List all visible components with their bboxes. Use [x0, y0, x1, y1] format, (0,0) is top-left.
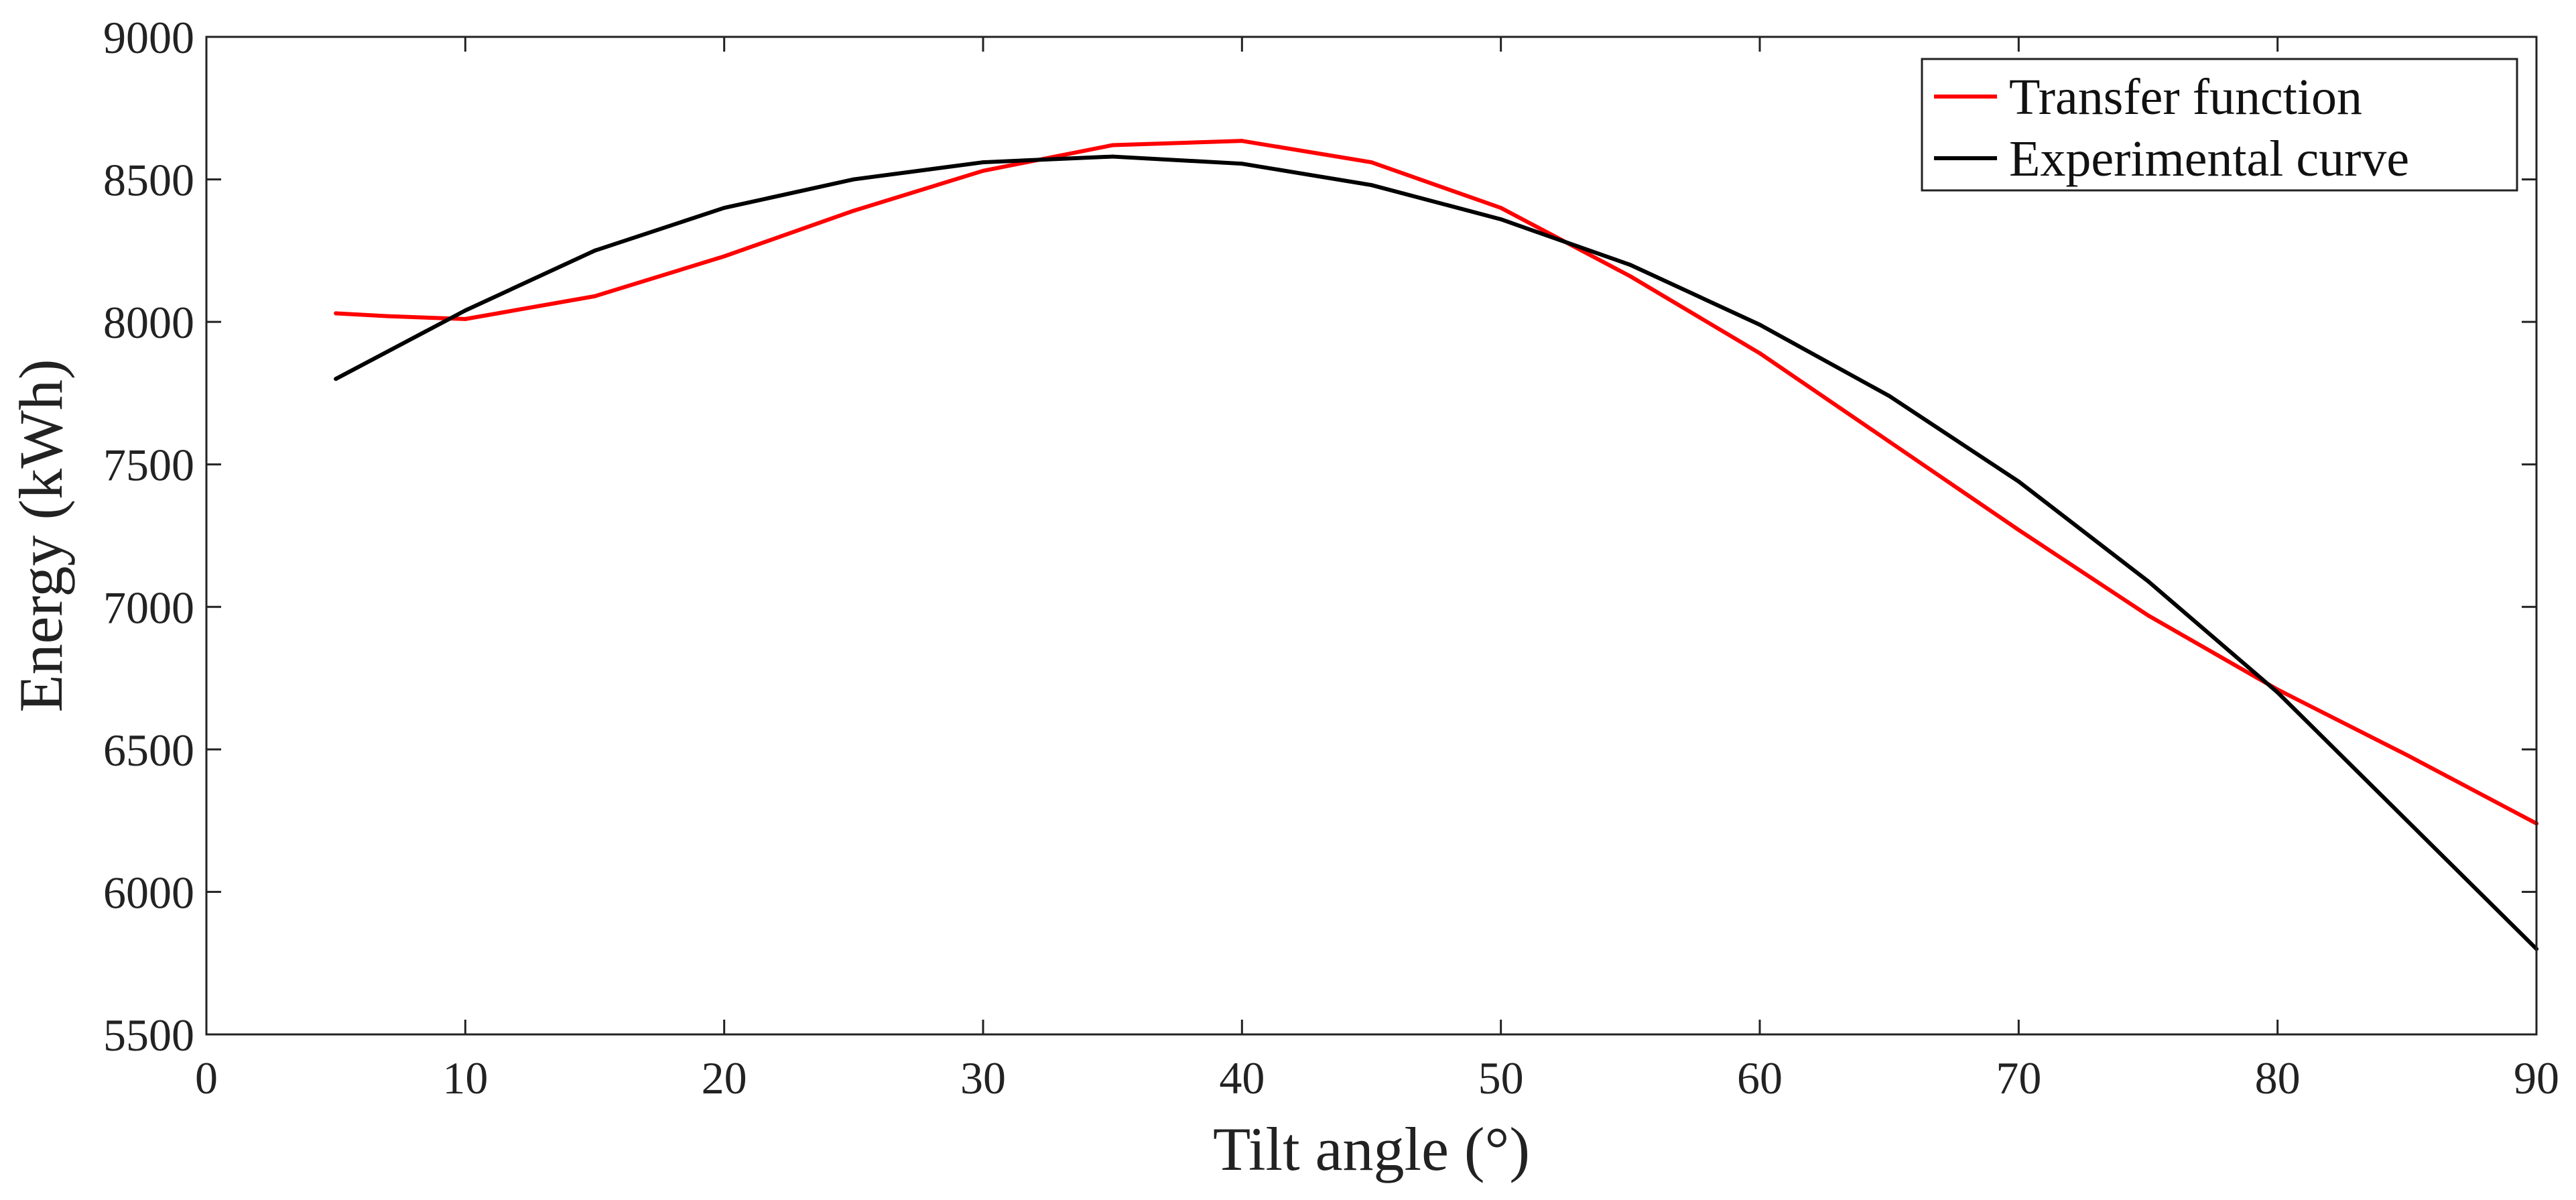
y-tick-label: 6000 [103, 867, 194, 918]
series-2-point [2016, 479, 2021, 484]
series-2-point [981, 160, 985, 165]
series-2-point [851, 177, 856, 182]
series-2-point [2146, 579, 2150, 584]
legend-label: Transfer function [2009, 69, 2362, 125]
x-tick-label: 70 [1996, 1053, 2041, 1103]
y-axis-title: Energy (kWh) [7, 359, 75, 712]
series-2-point [1887, 394, 1892, 398]
series-2-point [592, 248, 597, 253]
series-2-point [334, 377, 338, 381]
series-2-point [1110, 154, 1115, 159]
y-tick-label: 8000 [103, 297, 194, 348]
plot-frame [205, 36, 2538, 1036]
y-tick-label: 9000 [103, 12, 194, 63]
x-tick-label: 90 [2514, 1053, 2559, 1103]
series-1-point [722, 254, 726, 259]
series-line-2 [334, 154, 2538, 951]
series-1-point [463, 316, 468, 321]
x-tick-label: 40 [1219, 1053, 1265, 1103]
series-2-point [2275, 690, 2280, 695]
series-1-point [2016, 528, 2021, 532]
y-tick-label: 7000 [103, 582, 194, 633]
series-2-point [1240, 162, 1244, 166]
series-layer [334, 139, 2538, 951]
axes: 0 10 20 30 40 50 60 70 80 90 5500 6000 6500 7000 7500 8… [103, 12, 2559, 1103]
series-2-point [1498, 217, 1503, 222]
series-1-point [1498, 206, 1503, 211]
series-1-point [851, 208, 856, 213]
series-1-point [334, 311, 338, 316]
x-tick-label: 50 [1478, 1053, 1524, 1103]
series-2-point [1758, 322, 1762, 327]
y-tick-label: 7500 [103, 440, 194, 491]
series-1-point [1110, 143, 1115, 147]
y-tick-label: 5500 [103, 1010, 194, 1061]
y-tick-label: 6500 [103, 725, 194, 776]
series-1-point [385, 314, 390, 318]
x-tick-label: 30 [960, 1053, 1006, 1103]
series-1-point [1628, 274, 1632, 279]
legend-label: Experimental curve [2009, 131, 2409, 187]
series-1-point [1887, 439, 1892, 444]
series-2-point [1628, 263, 1632, 267]
legend: Transfer function Experimental curve [1921, 58, 2518, 192]
series-1-point [1369, 160, 1374, 165]
series-2-point [2404, 819, 2409, 823]
y-tick-label: 8500 [103, 155, 194, 206]
x-tick-label: 60 [1737, 1053, 1783, 1103]
x-tick-label: 80 [2255, 1053, 2301, 1103]
x-tick-label: 10 [442, 1053, 488, 1103]
series-1-point [981, 168, 985, 173]
legend-box [1921, 58, 2518, 192]
series-1-point [1240, 139, 1244, 143]
x-tick-label: 20 [702, 1053, 747, 1103]
series-2-point [1369, 183, 1374, 188]
series-1-point [1758, 351, 1762, 355]
series-1-point [2404, 753, 2409, 758]
x-tick-label: 0 [195, 1053, 218, 1103]
series-2-point [722, 206, 726, 211]
series-2-point [463, 308, 468, 313]
series-1-point [2146, 613, 2150, 618]
series-1-point [592, 294, 597, 298]
x-axis-title: Tilt angle (°) [1213, 1115, 1530, 1183]
